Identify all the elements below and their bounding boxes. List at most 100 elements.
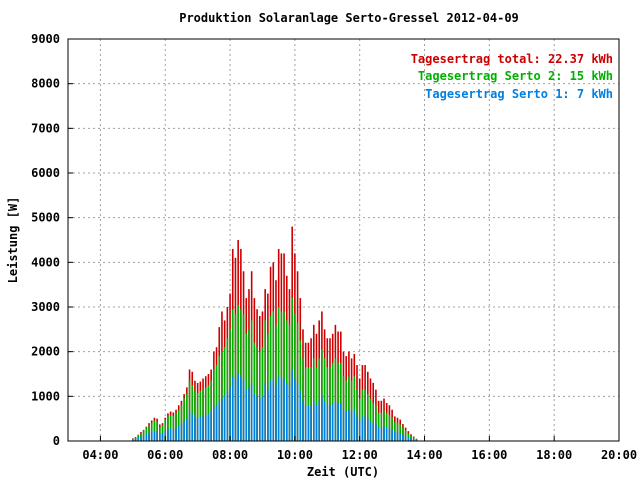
bar-serto-2 bbox=[353, 376, 356, 441]
bar-serto-1 bbox=[372, 423, 375, 441]
bar-serto-2 bbox=[364, 389, 366, 441]
bar-serto-1 bbox=[315, 405, 318, 441]
bar-serto-2 bbox=[196, 393, 199, 441]
bar-serto-1 bbox=[356, 416, 358, 441]
bar-serto-1 bbox=[167, 428, 169, 441]
bar-serto-2 bbox=[234, 313, 237, 441]
bar-serto-1 bbox=[223, 396, 226, 441]
bar-serto-2 bbox=[388, 415, 391, 441]
bar-serto-1 bbox=[334, 400, 337, 441]
bar-serto-1 bbox=[312, 400, 315, 441]
bar-serto-1 bbox=[364, 416, 366, 441]
legend-serto-2: Tagesertrag Serto 2: 15 kWh bbox=[418, 69, 613, 83]
bar-serto-1 bbox=[156, 431, 158, 441]
bar-serto-2 bbox=[258, 351, 261, 441]
bar-serto-2 bbox=[321, 349, 323, 441]
bar-serto-1 bbox=[350, 411, 353, 441]
bar-serto-2 bbox=[188, 380, 191, 441]
bar-serto-2 bbox=[412, 437, 415, 441]
bar-serto-2 bbox=[331, 362, 334, 441]
bar-serto-1 bbox=[229, 387, 231, 441]
bar-serto-1 bbox=[191, 414, 194, 441]
x-tick-label: 16:00 bbox=[471, 448, 507, 462]
bar-serto-1 bbox=[394, 432, 396, 441]
bar-serto-1 bbox=[410, 438, 412, 441]
bar-serto-1 bbox=[248, 387, 250, 441]
bar-serto-2 bbox=[356, 389, 358, 441]
bar-serto-2 bbox=[348, 376, 350, 441]
y-tick-label: 8000 bbox=[31, 77, 60, 91]
bar-serto-2 bbox=[399, 424, 402, 441]
bar-serto-1 bbox=[142, 435, 145, 441]
bar-serto-1 bbox=[264, 382, 266, 441]
bar-serto-1 bbox=[250, 382, 253, 441]
bar-serto-2 bbox=[183, 398, 185, 441]
bar-serto-1 bbox=[402, 434, 404, 441]
bar-serto-2 bbox=[394, 422, 396, 441]
bar-serto-2 bbox=[329, 367, 331, 441]
bar-serto-2 bbox=[229, 329, 231, 441]
bar-serto-1 bbox=[199, 416, 202, 441]
y-axis-ticks: 0 1000 2000 3000 4000 5000 6000 7000 8000 9000 bbox=[31, 32, 73, 448]
bar-serto-1 bbox=[245, 389, 248, 441]
plot-frame bbox=[67, 38, 620, 442]
bar-serto-2 bbox=[280, 311, 283, 441]
bar-serto-2 bbox=[275, 324, 277, 441]
bar-serto-2 bbox=[245, 333, 248, 441]
legend-total: Tagesertrag total: 22.37 kWh bbox=[411, 52, 613, 66]
bar-serto-1 bbox=[261, 396, 264, 441]
bar-serto-1 bbox=[231, 376, 234, 441]
bar-serto-2 bbox=[231, 309, 234, 441]
bar-serto-1 bbox=[275, 385, 277, 441]
bar-serto-2 bbox=[213, 369, 215, 441]
bar-serto-1 bbox=[280, 378, 283, 441]
bar-serto-2 bbox=[223, 347, 226, 441]
bar-serto-2 bbox=[204, 387, 207, 441]
bar-serto-1 bbox=[221, 398, 223, 441]
bar-serto-2 bbox=[237, 304, 239, 441]
bar-serto-2 bbox=[312, 358, 315, 441]
bar-serto-2 bbox=[339, 362, 342, 441]
x-tick-label: 12:00 bbox=[342, 448, 378, 462]
bar-serto-1 bbox=[404, 435, 407, 441]
bar-serto-1 bbox=[302, 400, 304, 441]
bar-serto-2 bbox=[261, 347, 264, 441]
bar-serto-1 bbox=[186, 418, 188, 441]
bar-serto-1 bbox=[291, 369, 293, 441]
bar-serto-1 bbox=[310, 405, 312, 441]
bar-serto-2 bbox=[248, 329, 250, 441]
bar-serto-2 bbox=[372, 403, 375, 441]
bar-serto-1 bbox=[304, 405, 307, 441]
bar-serto-1 bbox=[226, 391, 229, 441]
bar-serto-2 bbox=[240, 309, 242, 441]
bar-serto-1 bbox=[277, 376, 280, 441]
bar-serto-2 bbox=[256, 347, 258, 441]
bar-serto-1 bbox=[242, 379, 245, 441]
bar-serto-2 bbox=[391, 417, 393, 441]
bar-serto-1 bbox=[145, 433, 148, 441]
bar-serto-1 bbox=[345, 411, 348, 441]
x-tick-label: 10:00 bbox=[277, 448, 313, 462]
bar-serto-1 bbox=[150, 431, 153, 441]
bar-serto-2 bbox=[242, 314, 245, 441]
bar-serto-2 bbox=[264, 320, 266, 441]
bar-serto-2 bbox=[334, 358, 337, 441]
bar-serto-1 bbox=[169, 428, 172, 441]
bar-serto-2 bbox=[267, 333, 269, 441]
bar-serto-1 bbox=[348, 409, 350, 441]
bar-serto-2 bbox=[210, 380, 212, 441]
bar-serto-1 bbox=[369, 420, 372, 441]
bar-serto-2 bbox=[310, 367, 312, 441]
bar-serto-2 bbox=[377, 412, 380, 441]
x-tick-label: 20:00 bbox=[601, 448, 637, 462]
bar-serto-1 bbox=[377, 427, 380, 441]
chart-title: Produktion Solaranlage Serto-Gressel 201… bbox=[179, 11, 519, 25]
bar-serto-1 bbox=[153, 430, 156, 441]
x-axis-ticks: 04:00 06:00 08:00 10:00 12:00 14:00 16:00 18:00… bbox=[82, 436, 637, 462]
bar-serto-1 bbox=[148, 432, 150, 441]
bar-serto-2 bbox=[323, 358, 326, 441]
bar-serto-1 bbox=[329, 405, 331, 441]
bar-serto-2 bbox=[221, 351, 223, 441]
bar-serto-1 bbox=[285, 382, 288, 441]
